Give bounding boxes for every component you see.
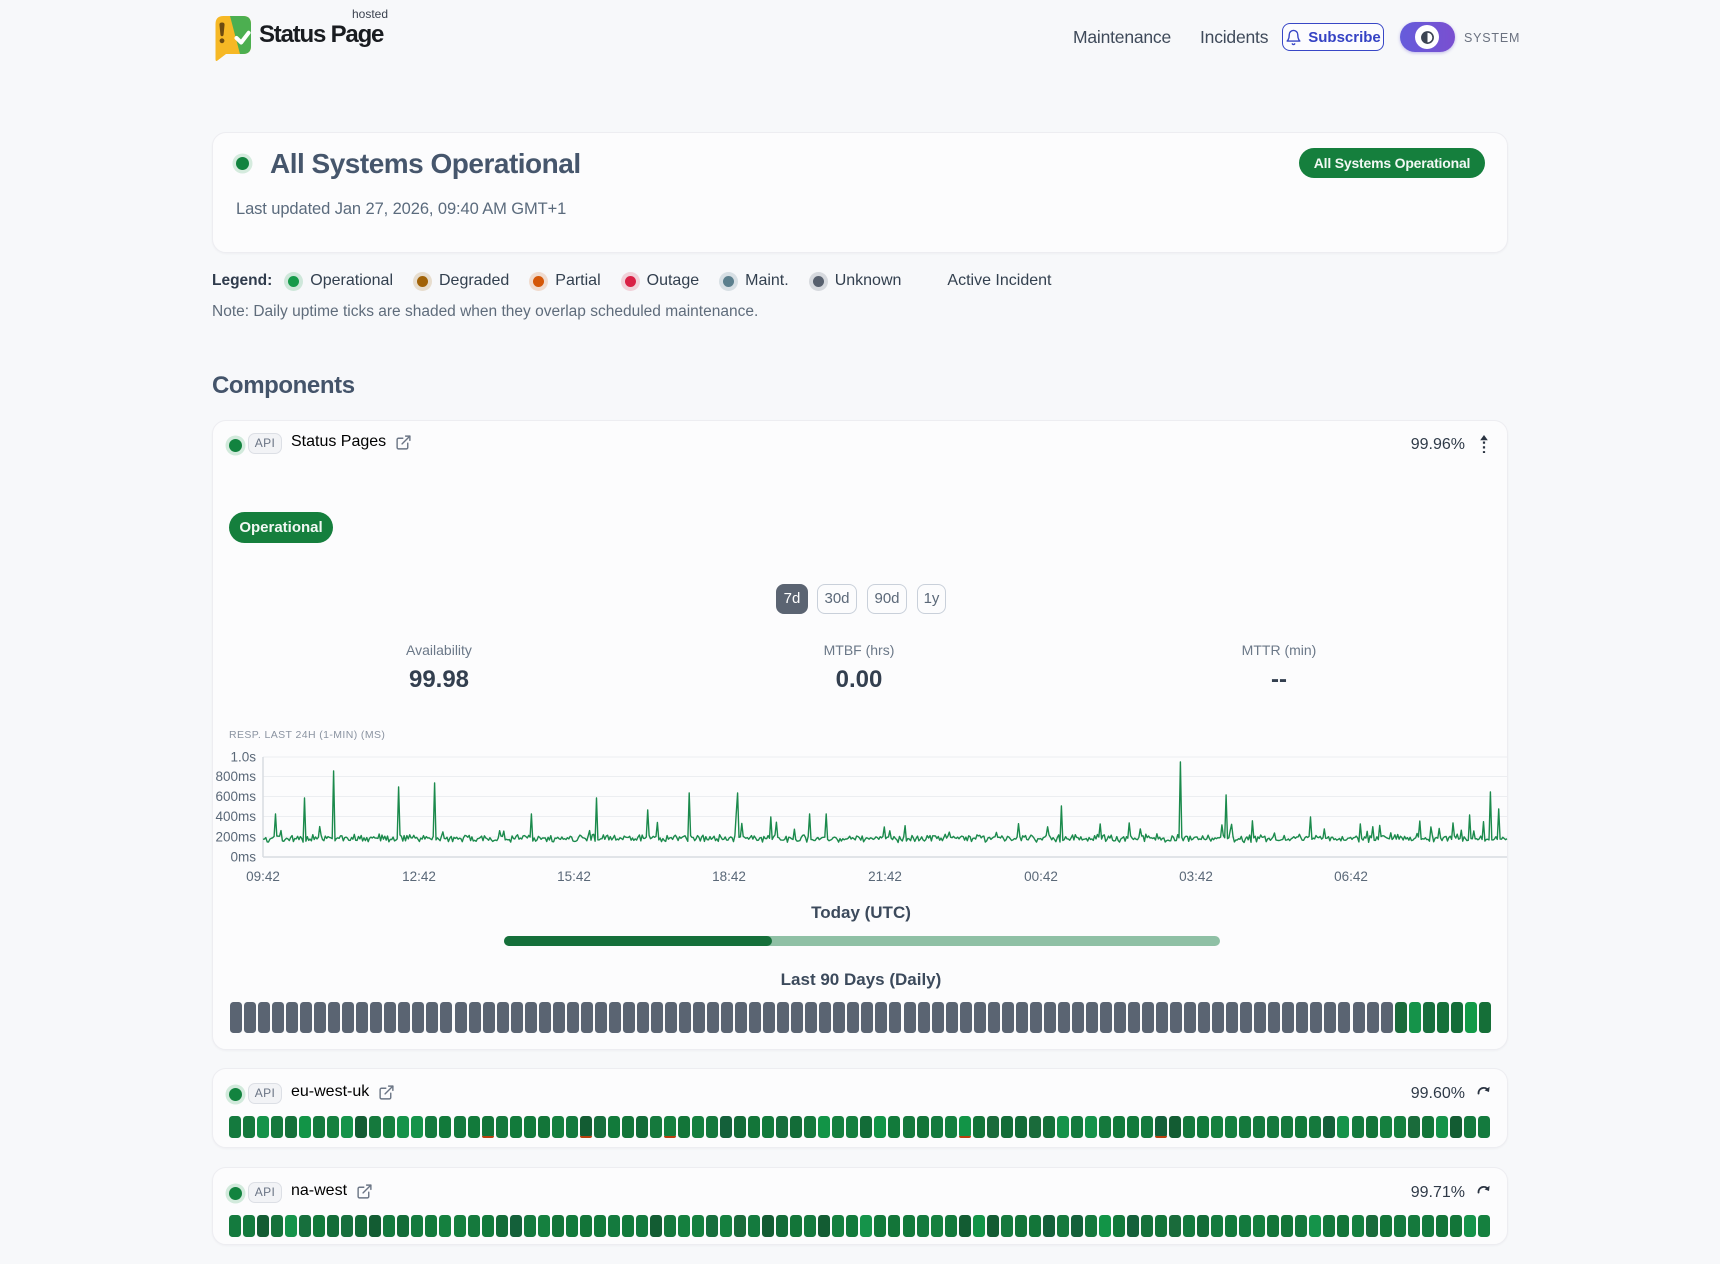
svg-text:18:42: 18:42	[712, 869, 746, 884]
svg-text:21:42: 21:42	[868, 869, 902, 884]
svg-text:06:42: 06:42	[1334, 869, 1368, 884]
svg-text:400ms: 400ms	[215, 809, 256, 824]
svg-text:03:42: 03:42	[1179, 869, 1213, 884]
svg-text:12:42: 12:42	[402, 869, 436, 884]
svg-text:00:42: 00:42	[1024, 869, 1058, 884]
svg-text:200ms: 200ms	[215, 830, 256, 845]
svg-text:15:42: 15:42	[557, 869, 591, 884]
svg-text:09:42: 09:42	[246, 869, 280, 884]
svg-text:0ms: 0ms	[230, 850, 256, 865]
svg-text:600ms: 600ms	[215, 789, 256, 804]
svg-text:1.0s: 1.0s	[230, 750, 256, 765]
svg-text:800ms: 800ms	[215, 769, 256, 784]
